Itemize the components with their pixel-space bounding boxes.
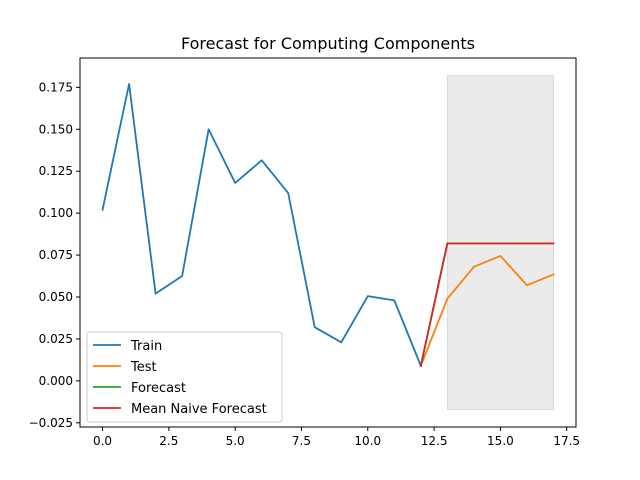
legend: Train Test Forecast Mean Naive Forecast	[86, 331, 283, 423]
legend-box	[86, 331, 283, 423]
y-axis: −0.025 0.000 0.025 0.050 0.075 0.100 0.125 0.15…	[29, 80, 80, 430]
y-tick-label: 0.150	[39, 122, 73, 136]
y-tick-label: 0.050	[39, 290, 73, 304]
y-tick-label: 0.000	[39, 374, 73, 388]
x-tick-label: 12.5	[421, 434, 448, 448]
x-tick-label: 17.5	[553, 434, 580, 448]
legend-label: Forecast	[131, 381, 186, 396]
y-tick-label: 0.175	[39, 80, 73, 94]
legend-label: Test	[130, 360, 157, 375]
x-tick-label: 0.0	[93, 434, 112, 448]
y-tick-label: 0.100	[39, 206, 73, 220]
legend-label: Mean Naive Forecast	[131, 402, 267, 417]
y-tick-label: 0.125	[39, 164, 73, 178]
x-tick-label: 7.5	[292, 434, 311, 448]
series-line-test	[419, 255, 555, 367]
x-tick-label: 5.0	[226, 434, 245, 448]
legend-label: Train	[130, 339, 162, 354]
chart-title: Forecast for Computing Components	[181, 34, 475, 53]
y-tick-label: 0.025	[39, 332, 73, 346]
series-layer	[101, 83, 555, 367]
x-tick-label: 2.5	[159, 434, 178, 448]
x-axis: 0.0 2.5 5.0 7.5 10.0 12.5 15.0 17.5	[93, 427, 580, 448]
series-line-mean-naive-forecast	[419, 242, 555, 367]
x-tick-label: 15.0	[487, 434, 514, 448]
x-tick-label: 10.0	[354, 434, 381, 448]
y-tick-label: −0.025	[29, 416, 73, 430]
series-line-train	[101, 83, 423, 367]
y-tick-label: 0.075	[39, 248, 73, 262]
plot-frame	[79, 57, 577, 428]
